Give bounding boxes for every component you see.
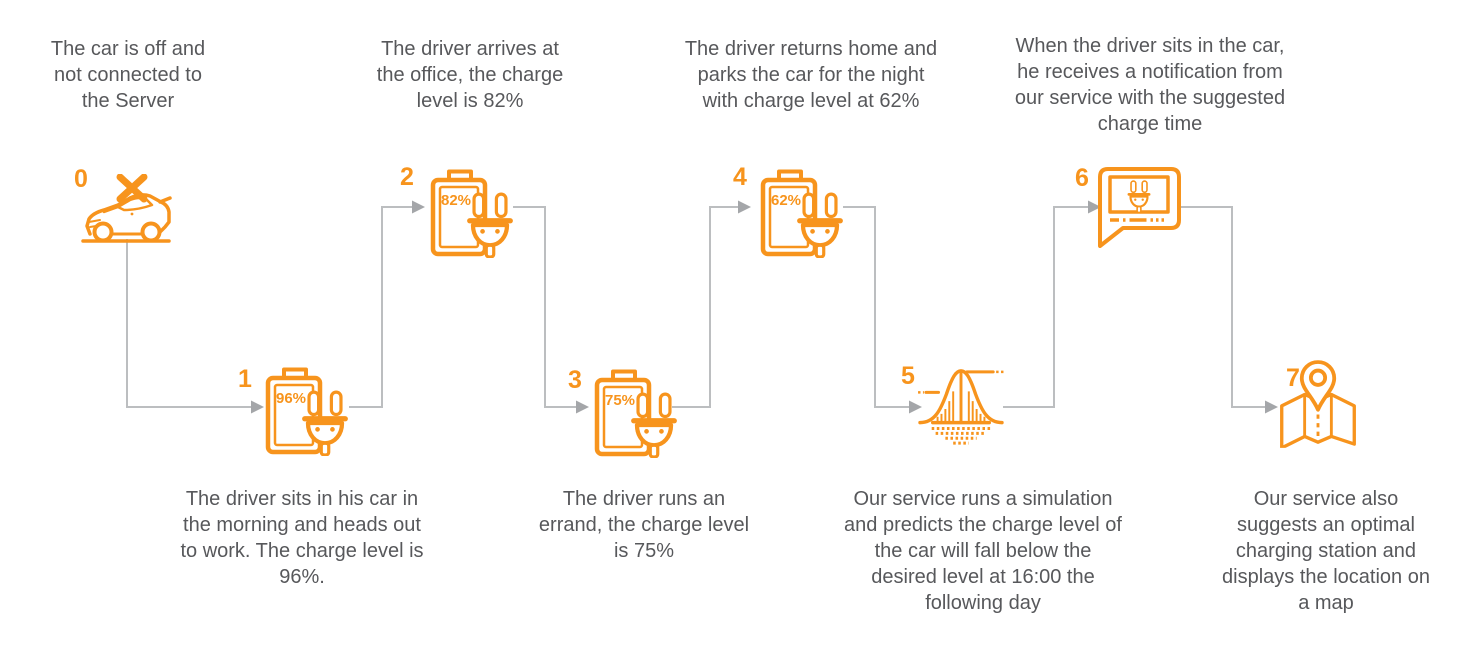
charge-level-label: 75% [605,392,635,409]
step-number-4: 4 [733,163,747,191]
notification-plug-icon [1096,162,1186,248]
connector-3-4 [672,206,738,408]
step-number-0: 0 [74,165,88,193]
charge-level-label: 82% [441,192,471,209]
step-caption-3: The driver runs an errand, the charge le… [538,488,750,562]
battery-plug-icon: 62% [758,166,844,258]
charge-level-label: 62% [771,192,801,209]
step-caption-0: The car is off and not connected to the … [50,38,206,112]
battery-plug-icon: 96% [263,364,349,456]
step-caption-2: The driver arrives at the office, the ch… [376,38,564,112]
step-caption-1: The driver sits in his car in the mornin… [180,488,424,588]
connector-1-2 [349,206,412,408]
battery-plug-icon: 82% [428,166,514,258]
step-number-5: 5 [901,362,915,390]
simulation-bell-curve-icon [916,366,1006,448]
step-number-1: 1 [238,365,252,393]
step-caption-7: Our service also suggests an optimal cha… [1222,488,1430,614]
step-number-6: 6 [1075,164,1089,192]
connector-2-3 [513,206,576,408]
car-disconnected-icon [80,174,172,244]
step-caption-4: The driver returns home and parks the ca… [684,38,938,112]
step-number-7: 7 [1286,364,1300,392]
step-number-3: 3 [568,366,582,394]
map-location-icon [1276,360,1360,448]
connector-5-6 [1003,206,1088,408]
step-caption-6: When the driver sits in the car, he rece… [1014,35,1286,135]
step-number-2: 2 [400,163,414,191]
battery-plug-icon: 75% [592,366,678,458]
charge-level-label: 96% [276,390,306,407]
connector-6-7 [1181,206,1265,408]
arrowheads [251,200,1278,414]
connector-4-5 [843,206,909,408]
connector-0-1 [126,239,251,408]
step-caption-5: Our service runs a simulation and predic… [844,488,1122,614]
